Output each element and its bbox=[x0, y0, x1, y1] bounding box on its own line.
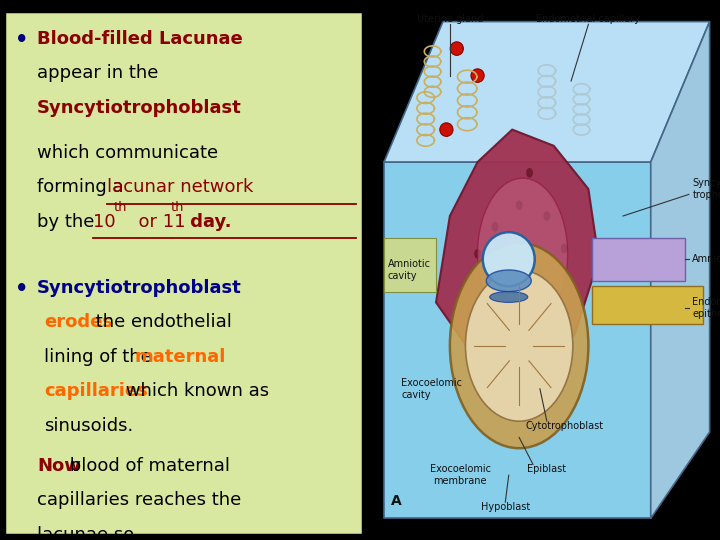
Ellipse shape bbox=[450, 243, 588, 448]
Ellipse shape bbox=[471, 69, 484, 82]
Text: lacunae so,: lacunae so, bbox=[37, 525, 140, 540]
Text: Now: Now bbox=[37, 456, 81, 475]
Text: Amniotic
cavity: Amniotic cavity bbox=[387, 259, 431, 281]
FancyBboxPatch shape bbox=[4, 11, 364, 535]
Text: •: • bbox=[15, 30, 28, 50]
Polygon shape bbox=[436, 130, 599, 378]
Text: which communicate: which communicate bbox=[37, 144, 218, 162]
Text: or 11: or 11 bbox=[127, 213, 185, 231]
Ellipse shape bbox=[486, 270, 531, 292]
Text: sinusoids.: sinusoids. bbox=[45, 417, 134, 435]
Ellipse shape bbox=[477, 178, 567, 329]
Text: th: th bbox=[114, 201, 127, 214]
Text: Amnion: Amnion bbox=[693, 254, 720, 264]
Ellipse shape bbox=[502, 276, 509, 286]
Text: A: A bbox=[391, 494, 402, 508]
Text: the endothelial: the endothelial bbox=[90, 313, 232, 331]
Text: Uterine gland: Uterine gland bbox=[417, 14, 483, 24]
Ellipse shape bbox=[544, 211, 550, 221]
Text: maternal: maternal bbox=[135, 348, 226, 366]
Text: Hypoblast: Hypoblast bbox=[481, 502, 530, 512]
Text: Endometrial capillary: Endometrial capillary bbox=[536, 14, 640, 24]
Text: Syncytiotrophoblast: Syncytiotrophoblast bbox=[37, 99, 242, 117]
Text: forming a: forming a bbox=[37, 178, 130, 197]
Polygon shape bbox=[384, 22, 710, 162]
Text: th: th bbox=[171, 201, 184, 214]
Text: Endometrial
epithelium: Endometrial epithelium bbox=[693, 297, 720, 319]
Text: by the: by the bbox=[37, 213, 106, 231]
Text: Syncytio-
trophoblast: Syncytio- trophoblast bbox=[693, 178, 720, 200]
Ellipse shape bbox=[474, 249, 481, 259]
Text: Cytotrophoblast: Cytotrophoblast bbox=[525, 421, 603, 431]
Polygon shape bbox=[384, 162, 651, 518]
Text: •: • bbox=[15, 279, 28, 299]
Text: Exocoelomic
membrane: Exocoelomic membrane bbox=[430, 464, 491, 486]
Text: day.: day. bbox=[184, 213, 231, 231]
Polygon shape bbox=[651, 22, 710, 518]
Ellipse shape bbox=[561, 244, 567, 253]
Text: which known as: which known as bbox=[120, 382, 269, 400]
Ellipse shape bbox=[526, 168, 533, 178]
Text: Blood-filled Lacunae: Blood-filled Lacunae bbox=[37, 30, 243, 48]
Text: Epiblast: Epiblast bbox=[527, 464, 567, 475]
Text: lining of the: lining of the bbox=[45, 348, 158, 366]
Text: capillaries reaches the: capillaries reaches the bbox=[37, 491, 241, 509]
Text: erodes: erodes bbox=[45, 313, 114, 331]
Text: 10: 10 bbox=[94, 213, 116, 231]
Text: blood of maternal: blood of maternal bbox=[64, 456, 230, 475]
Text: lacunar network: lacunar network bbox=[107, 178, 253, 197]
Text: Exocoelomic
cavity: Exocoelomic cavity bbox=[401, 378, 462, 400]
Ellipse shape bbox=[465, 270, 573, 421]
Ellipse shape bbox=[490, 292, 528, 302]
Text: appear in the: appear in the bbox=[37, 64, 158, 82]
Polygon shape bbox=[384, 238, 436, 292]
Ellipse shape bbox=[492, 222, 498, 232]
Text: capillaries: capillaries bbox=[45, 382, 148, 400]
Ellipse shape bbox=[440, 123, 453, 137]
Ellipse shape bbox=[483, 232, 535, 286]
Ellipse shape bbox=[450, 42, 464, 55]
Ellipse shape bbox=[516, 200, 523, 210]
Ellipse shape bbox=[536, 265, 544, 275]
Ellipse shape bbox=[509, 308, 516, 318]
Text: Syncytiotrophoblast: Syncytiotrophoblast bbox=[37, 279, 242, 296]
Polygon shape bbox=[592, 286, 703, 324]
Polygon shape bbox=[592, 238, 685, 281]
